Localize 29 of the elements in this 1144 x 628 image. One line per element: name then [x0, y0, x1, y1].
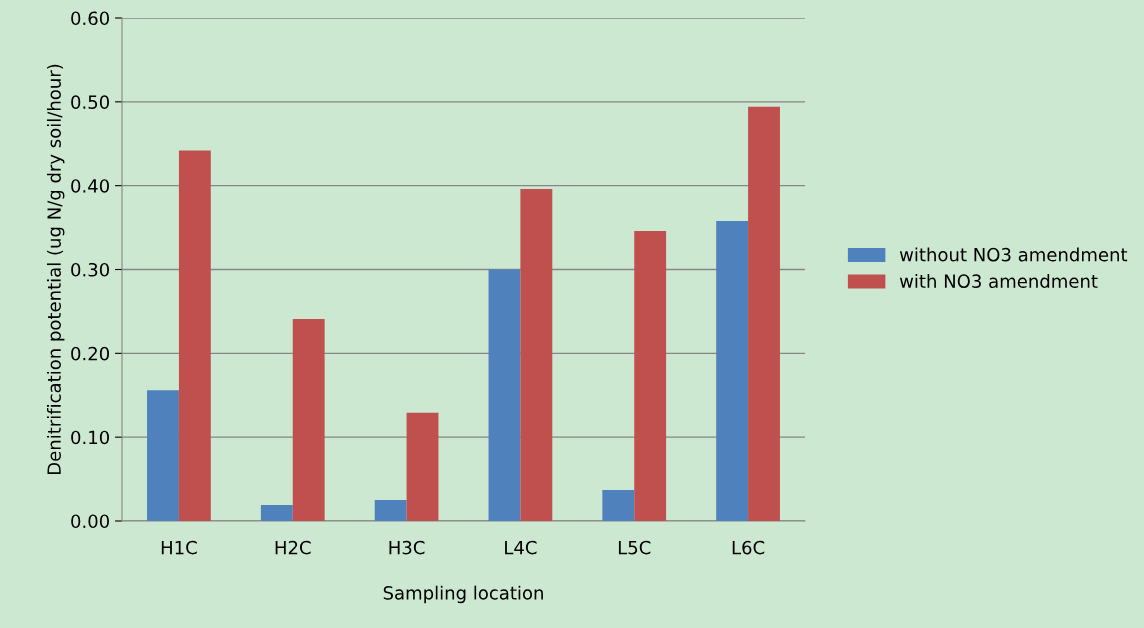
x-tick-label: L5C: [618, 540, 651, 555]
bar: [292, 318, 325, 521]
bar: [748, 106, 780, 521]
y-tick-label: 0.40: [71, 179, 109, 193]
x-tick-label: H2C: [275, 540, 311, 555]
y-tick-label: 0.30: [71, 262, 109, 277]
bar: [488, 269, 521, 521]
bar: [260, 505, 293, 521]
x-tick-label: H1C: [161, 540, 197, 555]
y-tick-label: 0.50: [71, 95, 109, 109]
y-tick-label: 0.10: [71, 430, 109, 445]
bar: [374, 500, 407, 521]
bar: [634, 230, 667, 521]
bar: [147, 390, 179, 521]
legend-label: without NO3 amendment: [899, 247, 1128, 262]
bar: [406, 412, 439, 521]
x-tick-label: H3C: [389, 540, 425, 555]
bar: [716, 220, 749, 521]
bar: [602, 489, 635, 521]
x-axis-title: Sampling location: [383, 585, 543, 604]
legend-label: with NO3 amendment: [899, 274, 1098, 288]
y-tick-label: 0.60: [71, 11, 109, 26]
y-tick-label: 0.20: [71, 346, 109, 361]
y-tick-label: 0.00: [71, 514, 109, 529]
x-tick-label: L4C: [505, 540, 537, 555]
y-axis-title: Denitrification potential (ug N/g dry soil/hour): [46, 64, 65, 474]
bar: [178, 150, 211, 521]
bar: [520, 189, 553, 521]
x-tick-label: L6C: [732, 540, 765, 555]
